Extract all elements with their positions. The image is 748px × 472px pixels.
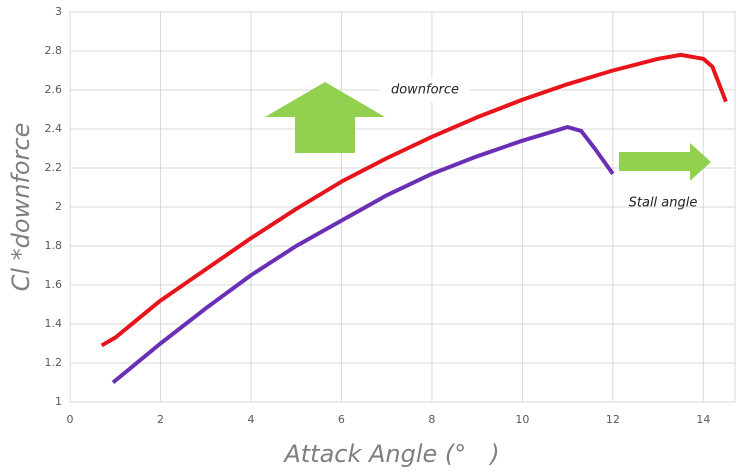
x-tick-label: 2 — [157, 413, 164, 426]
y-tick-label: 2.6 — [45, 83, 63, 96]
y-tick-label: 1 — [55, 395, 62, 408]
x-tick-label: 6 — [338, 413, 345, 426]
x-tick-label: 12 — [606, 413, 620, 426]
y-tick-label: 3 — [55, 5, 62, 18]
right-arrow — [619, 143, 711, 181]
x-tick-label: 8 — [428, 413, 435, 426]
y-tick-label: 1.4 — [45, 317, 63, 330]
y-tick-label: 1.2 — [45, 356, 63, 369]
x-axis-title: Attack Angle (° ) — [282, 440, 499, 468]
x-tick-label: 10 — [515, 413, 529, 426]
annotation: downforce — [391, 83, 459, 98]
x-tick-label: 0 — [67, 413, 74, 426]
series-line — [111, 125, 615, 385]
y-tick-label: 2 — [55, 200, 62, 213]
series-line — [100, 52, 728, 348]
x-tick-label: 14 — [696, 413, 710, 426]
y-tick-label: 1.8 — [45, 239, 63, 252]
y-tick-label: 2.8 — [45, 44, 63, 57]
y-tick-label: 2.2 — [45, 161, 63, 174]
x-tick-label: 4 — [247, 413, 254, 426]
label-bg — [380, 78, 470, 102]
up-arrow — [265, 82, 385, 153]
y-tick-label: 2.4 — [45, 122, 63, 135]
annotation: Stall angle — [629, 196, 698, 211]
y-tick-label: 1.6 — [45, 278, 63, 291]
plot-frame — [69, 11, 736, 403]
y-axis-title: Cl *downforce — [7, 123, 35, 292]
